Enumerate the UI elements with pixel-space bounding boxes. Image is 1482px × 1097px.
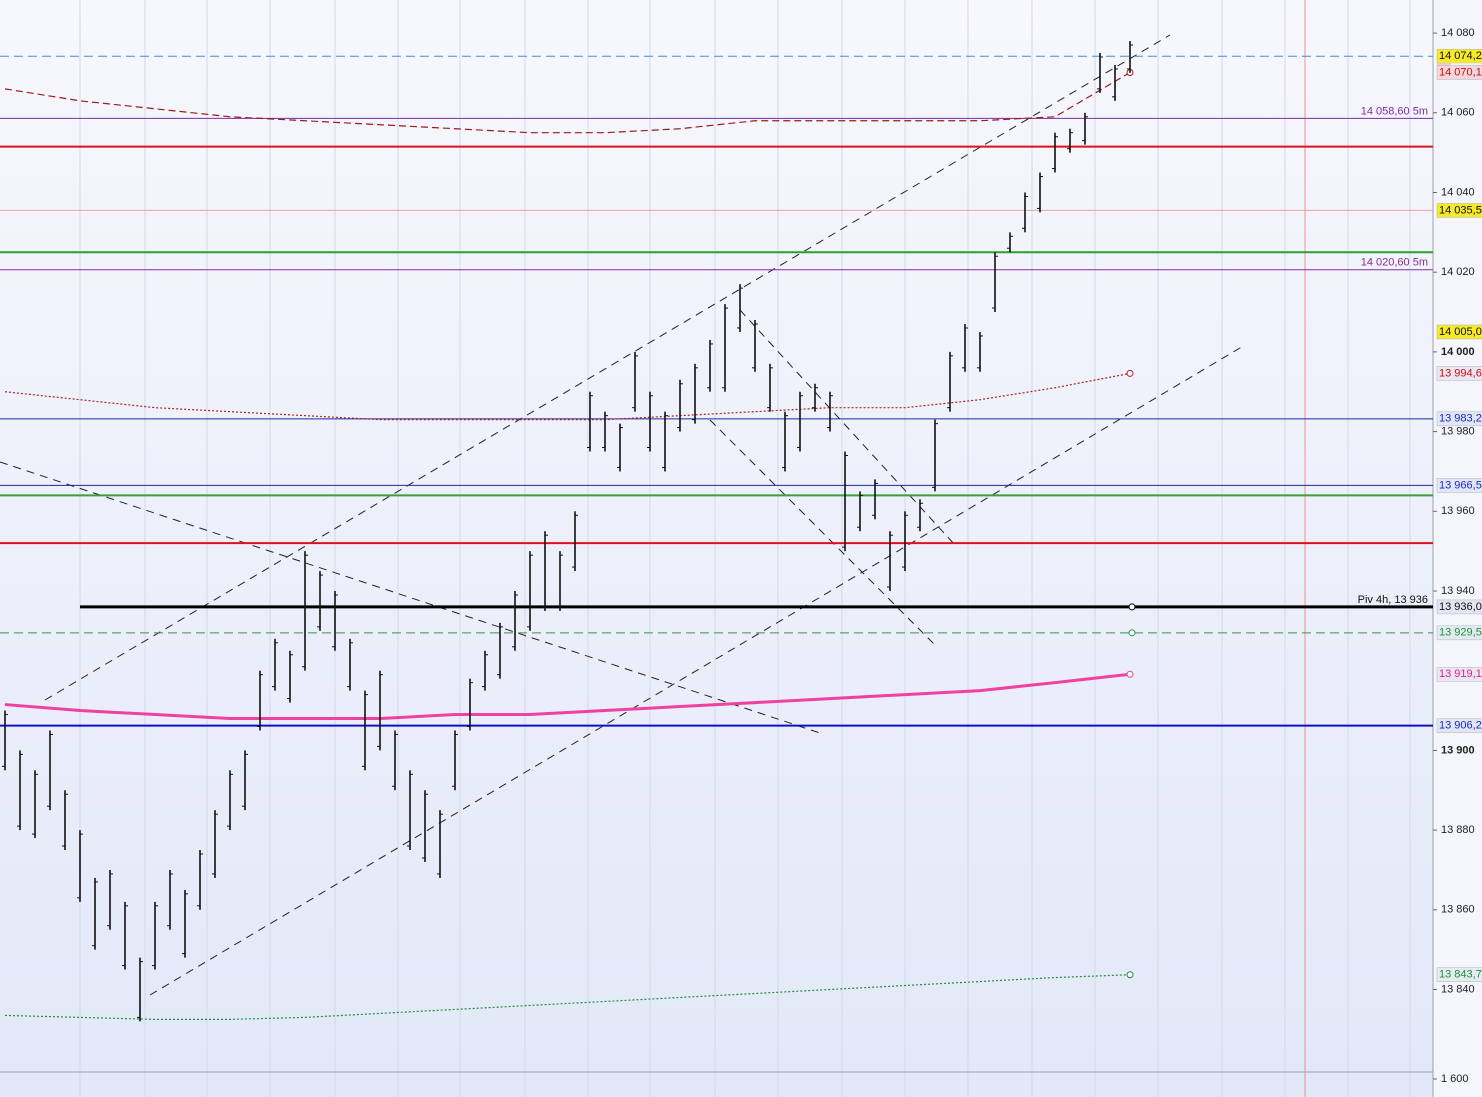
y-tick-label: 13 940 (1441, 585, 1475, 597)
price-label-box (1436, 324, 1482, 340)
indicator-tick-label: 1 600 (1441, 1073, 1469, 1085)
y-tick-label: 13 880 (1441, 824, 1475, 836)
average-end-marker (1126, 971, 1134, 979)
price-label: 13 966,5 (1439, 479, 1482, 491)
price-label: 13 994,6 (1439, 367, 1482, 379)
price-label: 13 929,5 (1439, 627, 1482, 639)
price-label-box (1436, 967, 1482, 983)
price-label-box (1436, 625, 1482, 641)
level-annotation: Piv 4h, 13 936 (1358, 594, 1428, 606)
level-annotation: 14 020,60 5m (1361, 257, 1428, 269)
bars (2, 41, 1133, 1022)
price-label: 13 906,2 (1439, 720, 1482, 732)
trend-lines (0, 34, 1246, 996)
y-tick-label: 13 980 (1441, 425, 1475, 437)
price-label: 14 070,1 (1439, 66, 1482, 78)
moving-average (4, 72, 1131, 134)
moving-average (4, 372, 1131, 421)
price-label-box (1436, 718, 1482, 733)
moving-average (4, 672, 1131, 721)
price-axis-bg (1433, 0, 1482, 1097)
y-tick-label: 13 860 (1441, 904, 1475, 916)
price-label: 14 005,0 (1439, 326, 1482, 338)
price-label: 14 035,5 (1439, 204, 1482, 216)
price-label-box (1436, 203, 1482, 218)
y-tick-label: 13 840 (1441, 983, 1475, 995)
average-end-marker (1126, 670, 1134, 678)
average-end-marker (1126, 369, 1134, 377)
level-marker (1128, 603, 1136, 611)
level-marker (1128, 629, 1136, 637)
price-label-box (1436, 65, 1482, 80)
averages (4, 69, 1134, 1020)
y-tick-label: 13 960 (1441, 505, 1475, 517)
price-label: 14 074,2 (1439, 50, 1482, 62)
price-label-box (1436, 411, 1482, 427)
price-label: 13 983,2 (1439, 413, 1482, 425)
price-label-box (1436, 478, 1482, 493)
y-tick-label: 13 900 (1441, 744, 1475, 756)
price-label: 13 919,1 (1439, 668, 1482, 680)
y-tick-label: 14 000 (1441, 346, 1475, 358)
price-label: 13 936,0 (1439, 601, 1482, 613)
level-annotation: 14 058,60 5m (1361, 105, 1428, 117)
y-tick-label: 14 020 (1441, 266, 1475, 278)
price-label-box (1436, 599, 1482, 615)
y-tick-label: 14 040 (1441, 186, 1475, 198)
price-label: 13 843,7 (1439, 969, 1482, 981)
y-tick-label: 14 080 (1441, 27, 1475, 39)
price-label-box (1436, 366, 1482, 381)
y-tick-label: 14 060 (1441, 107, 1475, 119)
price-label-box (1436, 667, 1482, 682)
